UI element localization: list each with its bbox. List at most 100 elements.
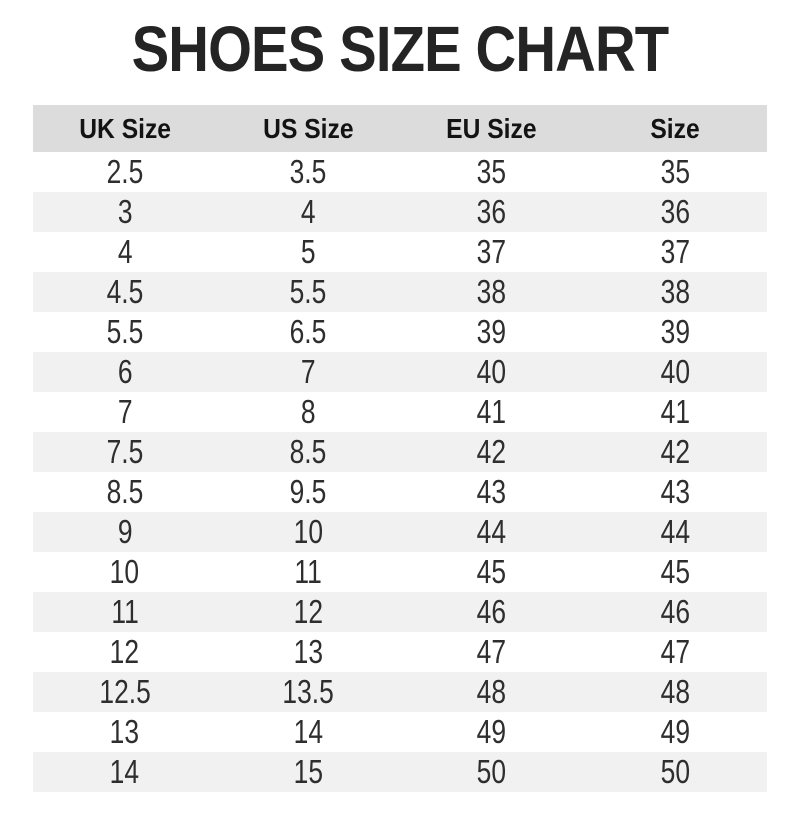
size-cell: 14 (33, 752, 217, 792)
size-cell: 35 (400, 152, 584, 192)
table-row: 11 12 46 46 (33, 592, 767, 632)
size-value: 41 (660, 393, 690, 430)
size-cell: 43 (400, 472, 584, 512)
size-cell: 36 (584, 192, 768, 232)
size-value: 11 (294, 553, 322, 590)
size-cell: 43 (584, 472, 768, 512)
size-value: 12.5 (99, 673, 151, 710)
header-cell-size: Size (584, 105, 768, 152)
table-row: 12 13 47 47 (33, 632, 767, 672)
size-cell: 13 (33, 712, 217, 752)
table-row: 4.5 5.5 38 38 (33, 272, 767, 312)
size-cell: 3.5 (217, 152, 401, 192)
size-value: 3 (117, 193, 133, 230)
page-title: SHOES SIZE CHART (0, 14, 800, 84)
size-value: 38 (660, 273, 690, 310)
size-cell: 9.5 (217, 472, 401, 512)
size-cell: 13 (217, 632, 401, 672)
size-value: 8.5 (289, 433, 327, 470)
header-cell-uk-size: UK Size (33, 105, 217, 152)
header-label-eu-size: EU Size (446, 112, 537, 144)
size-value: 3.5 (289, 153, 327, 190)
size-cell: 5 (217, 232, 401, 272)
size-cell: 47 (400, 632, 584, 672)
size-cell: 39 (400, 312, 584, 352)
size-cell: 12.5 (33, 672, 217, 712)
size-cell: 40 (400, 352, 584, 392)
size-cell: 12 (33, 632, 217, 672)
size-cell: 36 (400, 192, 584, 232)
size-value: 13 (110, 713, 140, 750)
size-value: 4.5 (106, 273, 144, 310)
size-cell: 35 (584, 152, 768, 192)
size-value: 48 (477, 673, 507, 710)
header-label-uk-size: UK Size (78, 112, 171, 144)
size-value: 4 (117, 233, 133, 270)
size-cell: 48 (400, 672, 584, 712)
size-cell: 10 (217, 512, 401, 552)
size-value: 4 (300, 193, 316, 230)
size-value: 5.5 (289, 273, 327, 310)
size-value: 46 (660, 593, 690, 630)
size-cell: 42 (400, 432, 584, 472)
table-row: 9 10 44 44 (33, 512, 767, 552)
size-value: 49 (660, 713, 690, 750)
table-row: 4 5 37 37 (33, 232, 767, 272)
size-value: 2.5 (106, 153, 144, 190)
size-cell: 9 (33, 512, 217, 552)
size-value: 45 (660, 553, 690, 590)
table-row: 7 8 41 41 (33, 392, 767, 432)
size-value: 40 (660, 353, 690, 390)
size-chart-page: SHOES SIZE CHART UK Size US Size EU Size… (0, 14, 800, 814)
size-cell: 13.5 (217, 672, 401, 712)
size-cell: 40 (584, 352, 768, 392)
size-value: 7 (300, 353, 316, 390)
size-cell: 12 (217, 592, 401, 632)
size-cell: 45 (400, 552, 584, 592)
table-row: 2.5 3.5 35 35 (33, 152, 767, 192)
size-cell: 8.5 (33, 472, 217, 512)
size-cell: 11 (33, 592, 217, 632)
header-cell-us-size: US Size (217, 105, 401, 152)
size-value: 44 (660, 513, 690, 550)
size-value: 47 (477, 633, 507, 670)
size-cell: 44 (400, 512, 584, 552)
size-value: 49 (477, 713, 507, 750)
size-cell: 41 (400, 392, 584, 432)
size-cell: 8.5 (217, 432, 401, 472)
size-value: 7.5 (106, 433, 144, 470)
size-value: 38 (477, 273, 507, 310)
size-value: 48 (660, 673, 690, 710)
size-cell: 42 (584, 432, 768, 472)
size-value: 42 (477, 433, 507, 470)
table-header: UK Size US Size EU Size Size (33, 105, 767, 152)
size-cell: 48 (584, 672, 768, 712)
table-row: 12.5 13.5 48 48 (33, 672, 767, 712)
size-value: 15 (293, 753, 323, 790)
size-cell: 50 (400, 752, 584, 792)
size-value: 43 (660, 473, 690, 510)
size-value: 8 (300, 393, 316, 430)
size-value: 10 (110, 553, 140, 590)
size-cell: 5.5 (217, 272, 401, 312)
size-cell: 6 (33, 352, 217, 392)
table-row: 6 7 40 40 (33, 352, 767, 392)
size-cell: 3 (33, 192, 217, 232)
size-value: 35 (660, 153, 690, 190)
size-cell: 49 (400, 712, 584, 752)
size-cell: 38 (584, 272, 768, 312)
size-value: 37 (477, 233, 507, 270)
size-cell: 38 (400, 272, 584, 312)
table-row: 3 4 36 36 (33, 192, 767, 232)
size-cell: 5.5 (33, 312, 217, 352)
size-cell: 46 (584, 592, 768, 632)
size-cell: 8 (217, 392, 401, 432)
size-value: 6 (117, 353, 133, 390)
size-cell: 14 (217, 712, 401, 752)
size-table-body: 2.5 3.5 35 35 3 4 36 36 4 5 37 37 4.5 5.5 38 38 5.5 6.5 39… (33, 152, 767, 792)
page-title-text: SHOES SIZE CHART (131, 13, 670, 85)
header-label-size: Size (650, 112, 700, 144)
size-value: 39 (660, 313, 690, 350)
size-value: 11 (111, 593, 139, 630)
table-row: 8.5 9.5 43 43 (33, 472, 767, 512)
